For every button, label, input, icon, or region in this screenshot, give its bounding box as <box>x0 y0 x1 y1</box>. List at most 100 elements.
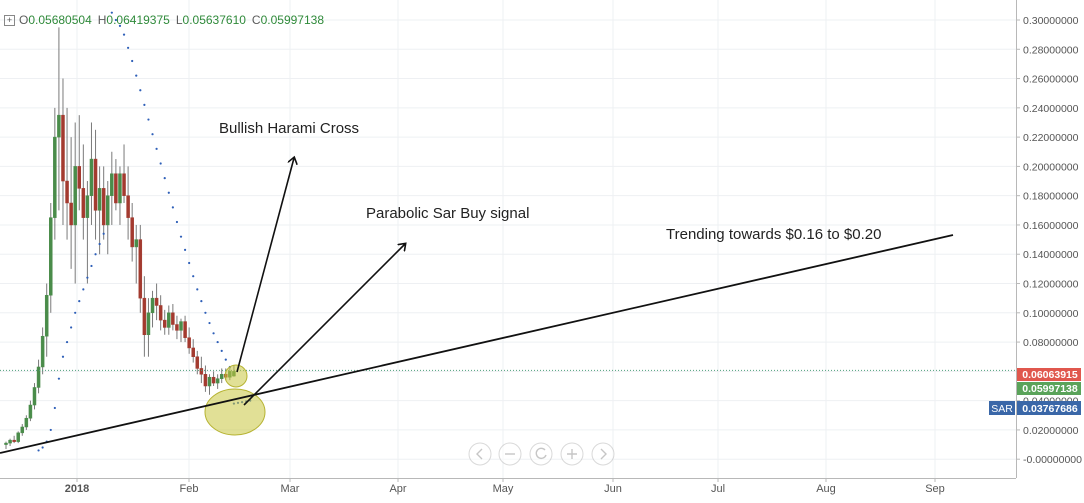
candle <box>53 107 57 240</box>
candle-body <box>57 114 61 138</box>
candle <box>97 166 102 255</box>
candle <box>122 144 126 203</box>
candle <box>126 166 130 240</box>
time-tick-label: Jun <box>604 483 622 495</box>
candle-body <box>219 374 224 379</box>
sar-dot <box>110 11 113 14</box>
price-tick-label: 0.16000000 <box>1023 220 1079 232</box>
sar-dot <box>65 340 69 344</box>
sar-dot <box>212 332 215 335</box>
time-tick-label: Apr <box>389 483 406 495</box>
sar-dot <box>192 275 195 278</box>
expand-legend-icon[interactable]: + <box>4 15 15 26</box>
candle-body <box>16 432 20 442</box>
trend-line <box>0 234 954 454</box>
candle-body <box>4 442 8 445</box>
sar-dot <box>188 261 191 265</box>
candle <box>211 371 216 386</box>
close-price-value: 0.05997138 <box>1022 383 1078 395</box>
sar-dot <box>70 326 73 329</box>
candle-body <box>53 136 57 218</box>
sar-dot <box>171 206 174 209</box>
sar-dot <box>143 103 146 107</box>
sar-dot <box>127 46 130 49</box>
sar-dot <box>131 59 134 63</box>
candle <box>199 356 204 384</box>
candle <box>20 424 25 436</box>
candle <box>40 327 45 375</box>
sar-dot <box>216 340 219 344</box>
sar-dot <box>41 446 44 449</box>
candle-body <box>93 158 98 211</box>
close-value: 0.05997138 <box>260 13 324 27</box>
low-label: L <box>175 13 183 27</box>
candle-body <box>65 180 69 204</box>
candle-body <box>187 337 191 349</box>
high-value: 0.06419375 <box>106 13 170 27</box>
candle-body <box>191 347 195 357</box>
scroll-left-button[interactable] <box>468 442 492 466</box>
price-tick-label: 0.08000000 <box>1023 337 1079 349</box>
price-tick-label: 0.12000000 <box>1023 279 1079 291</box>
sar-dot <box>122 33 126 36</box>
time-tick-label: Mar <box>281 483 300 495</box>
candle-body <box>175 324 179 331</box>
candle-body <box>89 158 94 196</box>
annotation-trend: Trending towards $0.16 to $0.20 <box>666 226 881 243</box>
candle-body <box>183 321 187 338</box>
candle-body <box>134 239 138 248</box>
candle <box>16 431 20 444</box>
candle-body <box>110 173 114 196</box>
candle-body <box>114 173 118 204</box>
close-price-badge: 0.05997138 <box>1017 382 1081 395</box>
candle-body <box>154 297 159 306</box>
sar-dot <box>114 18 117 22</box>
sar-dot <box>204 311 207 314</box>
zoom-in-button[interactable] <box>560 442 584 466</box>
sar-dot <box>90 264 93 268</box>
zoom-out-button[interactable] <box>498 442 522 466</box>
candle-body <box>40 335 45 368</box>
candle-body <box>122 173 126 196</box>
candle-body <box>8 439 12 444</box>
price-axis[interactable]: 0.30000000 0.28000000 0.26000000 0.24000000… <box>1016 15 1082 466</box>
scroll-right-button[interactable] <box>591 442 615 466</box>
candle <box>191 339 195 363</box>
candle <box>69 137 73 269</box>
candle-body <box>36 366 41 388</box>
candle-body <box>97 188 102 211</box>
candle <box>36 359 41 394</box>
candle <box>183 315 187 343</box>
candle-body <box>130 217 134 248</box>
sar-dot <box>175 220 179 224</box>
sar-series <box>37 11 252 452</box>
reset-button[interactable] <box>529 442 553 466</box>
candle <box>150 290 155 328</box>
open-value: 0.05680504 <box>28 13 92 27</box>
chevron-left-icon <box>476 448 483 460</box>
candle-body <box>28 404 33 419</box>
price-tick-label: 0.24000000 <box>1023 103 1079 115</box>
sar-dot <box>147 118 150 121</box>
candle-body <box>77 166 82 189</box>
candle <box>93 129 98 240</box>
annotation-sar-signal: Parabolic Sar Buy signal <box>366 205 529 222</box>
sar-signal-highlight <box>204 388 266 436</box>
candle-body <box>73 166 77 226</box>
candle-body <box>215 378 220 384</box>
sar-dot <box>98 242 101 246</box>
candle <box>154 283 159 321</box>
candle <box>207 374 212 395</box>
candle-body <box>167 312 171 328</box>
candle <box>162 309 167 335</box>
time-tick-label: Sep <box>925 483 945 495</box>
candle <box>203 365 208 392</box>
time-tick-label: May <box>493 483 514 495</box>
candle-body <box>150 297 155 314</box>
time-axis[interactable]: 2018 Feb Mar Apr May Jun Jul Aug Sep <box>65 478 945 495</box>
sar-dot <box>167 191 170 194</box>
reset-icon <box>535 447 547 460</box>
candle <box>167 305 171 335</box>
